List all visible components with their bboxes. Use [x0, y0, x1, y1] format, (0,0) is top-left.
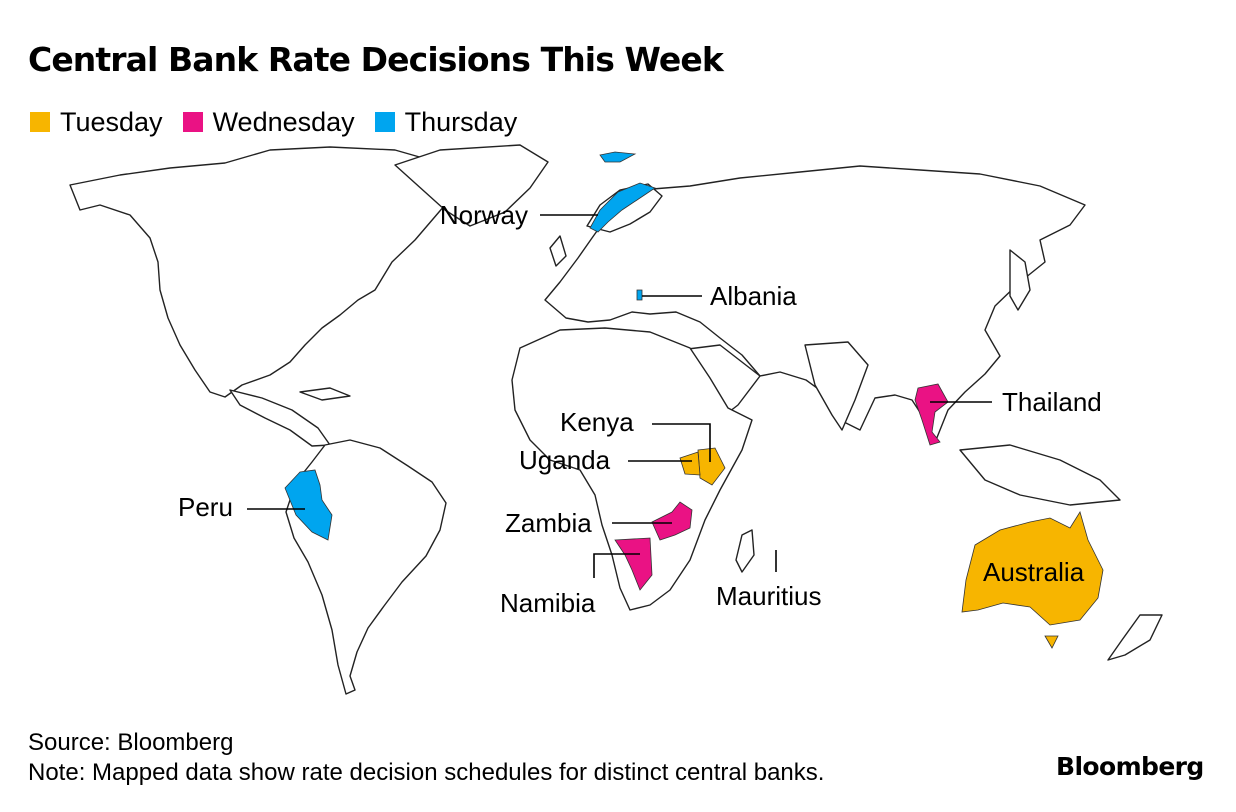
label-mauritius: Mauritius — [716, 581, 821, 611]
legend-label-thursday: Thursday — [404, 107, 518, 137]
leader-namibia — [593, 553, 640, 578]
land-greenland — [394, 144, 549, 227]
land-cuba — [299, 387, 351, 401]
footer: Source: Bloomberg Note: Mapped data show… — [28, 728, 824, 788]
highlighted-countries — [284, 151, 1104, 649]
country-labels: Norway Albania Thailand Kenya Uganda Zam… — [178, 200, 1102, 618]
land-central-america — [229, 389, 331, 447]
land-masses — [69, 144, 1163, 695]
legend-swatch-thursday — [374, 112, 395, 132]
country-australia — [961, 511, 1104, 626]
land-japan — [1009, 249, 1031, 311]
leader-lines — [247, 214, 992, 578]
data-note: Note: Mapped data show rate decision sch… — [28, 759, 825, 786]
country-uganda — [679, 451, 701, 476]
legend-item-thursday: Thursday — [374, 106, 518, 138]
label-uganda: Uganda — [519, 445, 611, 475]
legend-item-tuesday: Tuesday — [30, 106, 163, 138]
land-southeast-asia — [959, 444, 1121, 506]
land-new-zealand — [1107, 614, 1163, 661]
label-peru: Peru — [178, 492, 233, 522]
label-thailand: Thailand — [1002, 387, 1102, 417]
label-namibia: Namibia — [500, 588, 596, 618]
land-europe-asia — [544, 165, 1086, 441]
country-peru — [284, 469, 333, 541]
label-australia: Australia — [983, 557, 1085, 587]
label-albania: Albania — [710, 281, 797, 311]
legend-item-wednesday: Wednesday — [182, 106, 355, 138]
land-india — [804, 341, 869, 431]
bloomberg-logo: Bloomberg — [1056, 752, 1204, 781]
land-uk — [549, 235, 567, 267]
world-map: Norway Albania Thailand Kenya Uganda Zam… — [69, 144, 1163, 695]
country-namibia — [614, 537, 653, 591]
label-zambia: Zambia — [505, 508, 592, 538]
land-north-america — [69, 146, 461, 398]
country-albania — [636, 289, 643, 301]
chart-title: Central Bank Rate Decisions This Week — [28, 40, 724, 79]
land-south-america — [285, 439, 447, 695]
source-note: Source: Bloomberg — [28, 729, 234, 756]
country-svalbard — [599, 151, 637, 163]
land-africa — [511, 327, 753, 611]
legend-swatch-tuesday — [30, 112, 50, 132]
legend-label-tuesday: Tuesday — [60, 107, 163, 137]
label-kenya: Kenya — [560, 407, 634, 437]
legend-label-wednesday: Wednesday — [212, 107, 355, 137]
country-norway — [589, 182, 656, 233]
label-norway: Norway — [440, 200, 528, 230]
country-thailand — [914, 383, 949, 446]
land-madagascar — [735, 529, 755, 573]
country-tasmania — [1044, 635, 1059, 649]
leader-kenya — [652, 423, 711, 462]
legend: Tuesday Wednesday Thursday — [30, 106, 537, 138]
country-zambia — [651, 501, 693, 541]
legend-swatch-wednesday — [182, 112, 203, 132]
